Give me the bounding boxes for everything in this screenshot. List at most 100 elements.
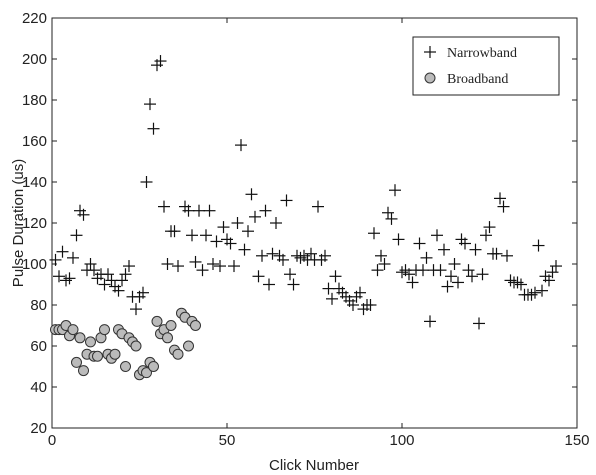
point-broadband bbox=[120, 361, 131, 372]
x-tick-label: 50 bbox=[219, 432, 236, 449]
legend: Narrowband Broadband bbox=[412, 36, 560, 96]
point-narrowband bbox=[98, 278, 111, 291]
x-axis-label: Click Number bbox=[269, 457, 359, 474]
point-narrowband bbox=[49, 253, 62, 266]
point-narrowband bbox=[249, 210, 261, 223]
point-narrowband bbox=[347, 299, 359, 311]
point-narrowband bbox=[378, 258, 391, 270]
legend-marker-narrowband bbox=[424, 46, 436, 58]
point-narrowband bbox=[263, 278, 275, 291]
x-tick-label: 100 bbox=[389, 432, 414, 449]
point-narrowband bbox=[438, 243, 450, 256]
point-narrowband bbox=[445, 270, 457, 283]
point-narrowband bbox=[102, 268, 114, 281]
point-narrowband bbox=[417, 264, 429, 277]
point-narrowband bbox=[203, 204, 216, 217]
point-narrowband bbox=[224, 237, 237, 250]
point-narrowband bbox=[116, 274, 128, 287]
point-narrowband bbox=[154, 55, 167, 68]
point-narrowband bbox=[466, 270, 478, 283]
y-axis-label: Pulse Duration (us) bbox=[10, 159, 27, 287]
legend-label-broadband: Broadband bbox=[447, 72, 508, 87]
point-narrowband bbox=[182, 204, 195, 217]
point-narrowband bbox=[403, 268, 415, 281]
point-narrowband bbox=[284, 268, 296, 281]
point-narrowband bbox=[483, 221, 496, 234]
point-broadband bbox=[162, 332, 173, 344]
point-broadband bbox=[74, 332, 86, 344]
point-narrowband bbox=[546, 266, 559, 279]
y-tick-label: 220 bbox=[22, 10, 47, 27]
series-narrowband bbox=[49, 55, 562, 330]
point-narrowband bbox=[431, 229, 443, 242]
series-broadband bbox=[50, 307, 201, 381]
point-narrowband bbox=[368, 227, 380, 240]
point-narrowband bbox=[392, 233, 405, 246]
point-narrowband bbox=[371, 264, 384, 277]
point-broadband bbox=[183, 340, 194, 352]
point-narrowband bbox=[210, 235, 223, 248]
point-narrowband bbox=[112, 284, 125, 297]
point-narrowband bbox=[186, 229, 198, 242]
y-tick-label: 160 bbox=[22, 133, 47, 150]
point-broadband bbox=[141, 367, 152, 379]
point-narrowband bbox=[168, 225, 181, 238]
point-narrowband bbox=[70, 229, 83, 242]
point-narrowband bbox=[476, 268, 489, 281]
point-narrowband bbox=[364, 299, 377, 311]
y-tick-label: 60 bbox=[30, 338, 47, 355]
point-narrowband bbox=[322, 282, 335, 295]
point-narrowband bbox=[161, 258, 174, 270]
point-narrowband bbox=[543, 274, 555, 287]
point-narrowband bbox=[193, 204, 205, 217]
point-narrowband bbox=[529, 286, 541, 299]
point-narrowband bbox=[77, 208, 90, 221]
legend-label-narrowband: Narrowband bbox=[447, 46, 517, 61]
point-narrowband bbox=[105, 274, 118, 287]
point-broadband bbox=[165, 320, 177, 331]
point-narrowband bbox=[266, 247, 279, 260]
x-tick-label: 0 bbox=[48, 432, 56, 449]
point-narrowband bbox=[214, 260, 226, 273]
point-narrowband bbox=[462, 264, 475, 277]
point-narrowband bbox=[119, 268, 132, 281]
point-narrowband bbox=[319, 249, 331, 262]
point-narrowband bbox=[490, 247, 503, 260]
point-broadband bbox=[78, 365, 89, 377]
point-narrowband bbox=[497, 200, 510, 213]
point-narrowband bbox=[196, 264, 209, 277]
point-narrowband bbox=[256, 249, 268, 262]
point-narrowband bbox=[144, 98, 156, 111]
point-narrowband bbox=[385, 212, 398, 225]
point-narrowband bbox=[375, 249, 387, 262]
point-narrowband bbox=[270, 217, 282, 229]
point-narrowband bbox=[305, 247, 317, 260]
point-narrowband bbox=[137, 286, 149, 299]
point-narrowband bbox=[515, 278, 527, 291]
point-narrowband bbox=[326, 292, 338, 305]
y-tick-label: 120 bbox=[22, 215, 47, 232]
point-narrowband bbox=[469, 243, 482, 256]
point-narrowband bbox=[172, 260, 184, 273]
point-narrowband bbox=[252, 270, 265, 283]
point-broadband bbox=[109, 348, 121, 360]
point-narrowband bbox=[473, 317, 485, 330]
point-narrowband bbox=[459, 237, 471, 250]
point-narrowband bbox=[382, 206, 394, 219]
point-broadband bbox=[85, 336, 96, 348]
point-broadband bbox=[151, 315, 163, 327]
point-narrowband bbox=[67, 251, 79, 264]
y-tick-label: 100 bbox=[22, 256, 47, 273]
point-narrowband bbox=[84, 258, 97, 270]
point-broadband bbox=[99, 324, 110, 336]
point-narrowband bbox=[532, 239, 545, 252]
point-narrowband bbox=[434, 264, 447, 277]
point-narrowband bbox=[140, 176, 153, 188]
point-narrowband bbox=[147, 122, 160, 135]
point-narrowband bbox=[287, 278, 300, 291]
point-narrowband bbox=[536, 284, 548, 297]
point-narrowband bbox=[228, 260, 240, 273]
y-axis: 20 40 60 80 100 120 140 160 180 200 220 bbox=[22, 10, 577, 437]
y-tick-label: 20 bbox=[30, 420, 47, 437]
point-broadband bbox=[148, 361, 159, 372]
